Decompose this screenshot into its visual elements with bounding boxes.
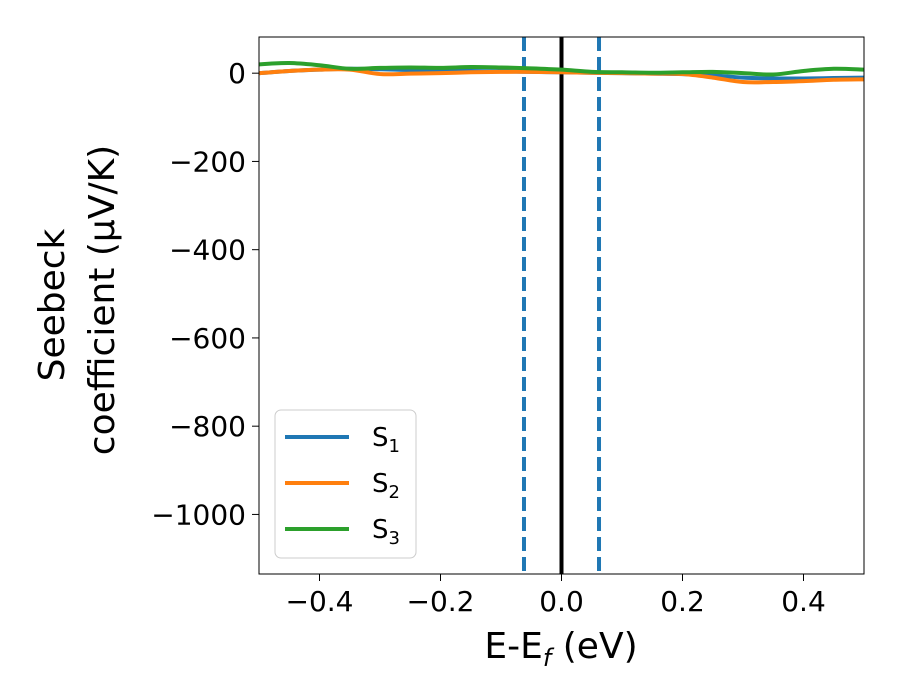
x-tick-label: −0.4 (286, 585, 354, 618)
legend-label-s1: S1 (372, 423, 400, 457)
y-tick-label: −400 (169, 234, 246, 267)
y-axis-label-line1: Seebeck (32, 228, 73, 381)
y-axis-label-line2: coefficient (μV/K) (82, 145, 123, 455)
y-tick-label: −200 (169, 145, 246, 178)
legend-label-s3: S3 (372, 515, 400, 549)
series-line-s3 (259, 61, 864, 77)
y-tick-label: 0 (228, 57, 246, 90)
x-tick-label: 0.4 (781, 585, 826, 618)
x-axis-ticks: −0.4 −0.2 0.0 0.2 0.4 (286, 574, 826, 618)
y-tick-label: −1000 (151, 498, 246, 531)
legend-label-s2: S2 (372, 469, 400, 503)
y-tick-label: −600 (169, 322, 246, 355)
x-tick-label: 0.0 (539, 585, 584, 618)
y-axis-ticks: 0 −200 −400 −600 −800 −1000 (151, 57, 259, 531)
x-tick-label: −0.2 (407, 585, 475, 618)
x-tick-label: 0.2 (660, 585, 705, 618)
legend: S1 S2 S3 (274, 409, 417, 559)
y-tick-label: −800 (169, 410, 246, 443)
x-axis-label-main: E-E (484, 626, 542, 667)
reference-lines (521, 37, 602, 574)
series-lines (259, 61, 864, 85)
x-axis-label: E-Ef (eV) (484, 626, 637, 672)
x-axis-label-unit: (eV) (551, 626, 637, 667)
